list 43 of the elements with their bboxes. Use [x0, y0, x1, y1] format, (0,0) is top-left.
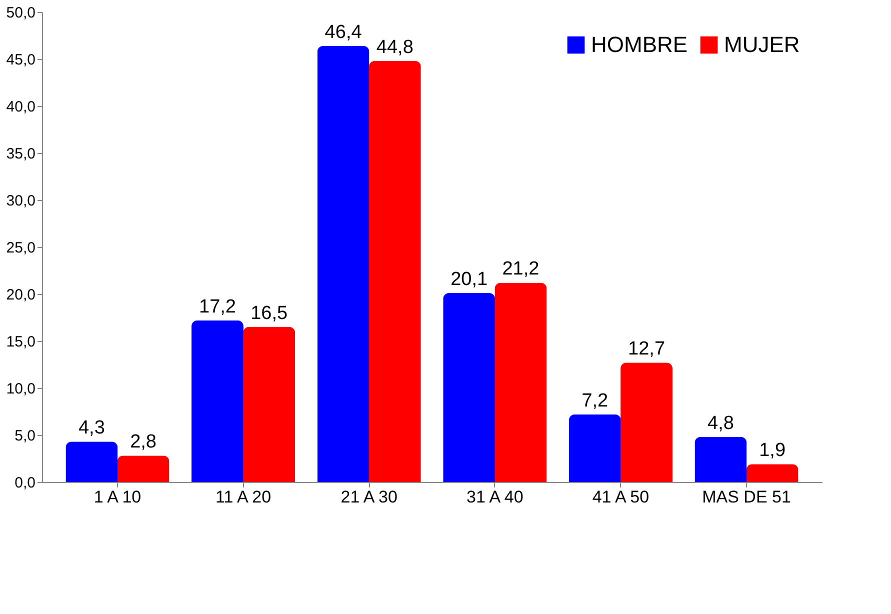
data-label: 17,2 — [198, 296, 236, 318]
bar — [66, 442, 118, 482]
data-label: 2,8 — [130, 432, 156, 453]
bar — [317, 46, 370, 482]
bar — [694, 436, 747, 482]
bar — [243, 326, 296, 482]
data-label: 46,4 — [324, 22, 362, 43]
data-label: 16,5 — [250, 302, 288, 324]
data-label: 12,7 — [628, 338, 666, 360]
legend-label: HOMBRE — [591, 32, 688, 57]
bar — [746, 464, 798, 482]
data-label: 44,8 — [376, 36, 414, 58]
y-tick-label: 30,0 — [6, 192, 36, 210]
data-label: 1,9 — [759, 440, 786, 462]
legend-label: MUJER — [724, 32, 800, 57]
y-tick-label: 50,0 — [6, 4, 36, 22]
data-label: 20,1 — [450, 269, 488, 290]
y-tick-label: 15,0 — [6, 334, 36, 350]
bar — [191, 320, 244, 482]
y-tick-label: 25,0 — [6, 240, 36, 256]
x-tick-label: 41 A 50 — [592, 488, 650, 506]
y-tick-label: 10,0 — [6, 380, 36, 398]
y-tick-label: 0,0 — [14, 474, 36, 492]
data-label: 4,8 — [708, 412, 734, 434]
bar — [494, 282, 547, 482]
bar — [368, 60, 421, 482]
y-tick-label: 20,0 — [6, 286, 36, 304]
y-tick-label: 5,0 — [14, 428, 36, 444]
data-label: 7,2 — [582, 390, 608, 412]
x-tick-label: MAS DE 51 — [702, 488, 791, 506]
y-tick-label: 45,0 — [6, 52, 36, 68]
x-tick-label: 21 A 30 — [340, 488, 398, 506]
y-tick-label: 35,0 — [6, 146, 36, 162]
data-label: 4,3 — [78, 418, 105, 439]
bar — [568, 414, 621, 482]
bar — [443, 293, 496, 482]
x-tick-label: 31 A 40 — [466, 488, 524, 506]
x-tick-label: 1 A 10 — [94, 488, 142, 506]
bar — [117, 456, 170, 482]
y-tick-label: 40,0 — [6, 98, 36, 116]
data-label: 21,2 — [502, 258, 540, 280]
bar — [620, 362, 673, 482]
x-tick-label: 11 A 20 — [216, 488, 272, 506]
